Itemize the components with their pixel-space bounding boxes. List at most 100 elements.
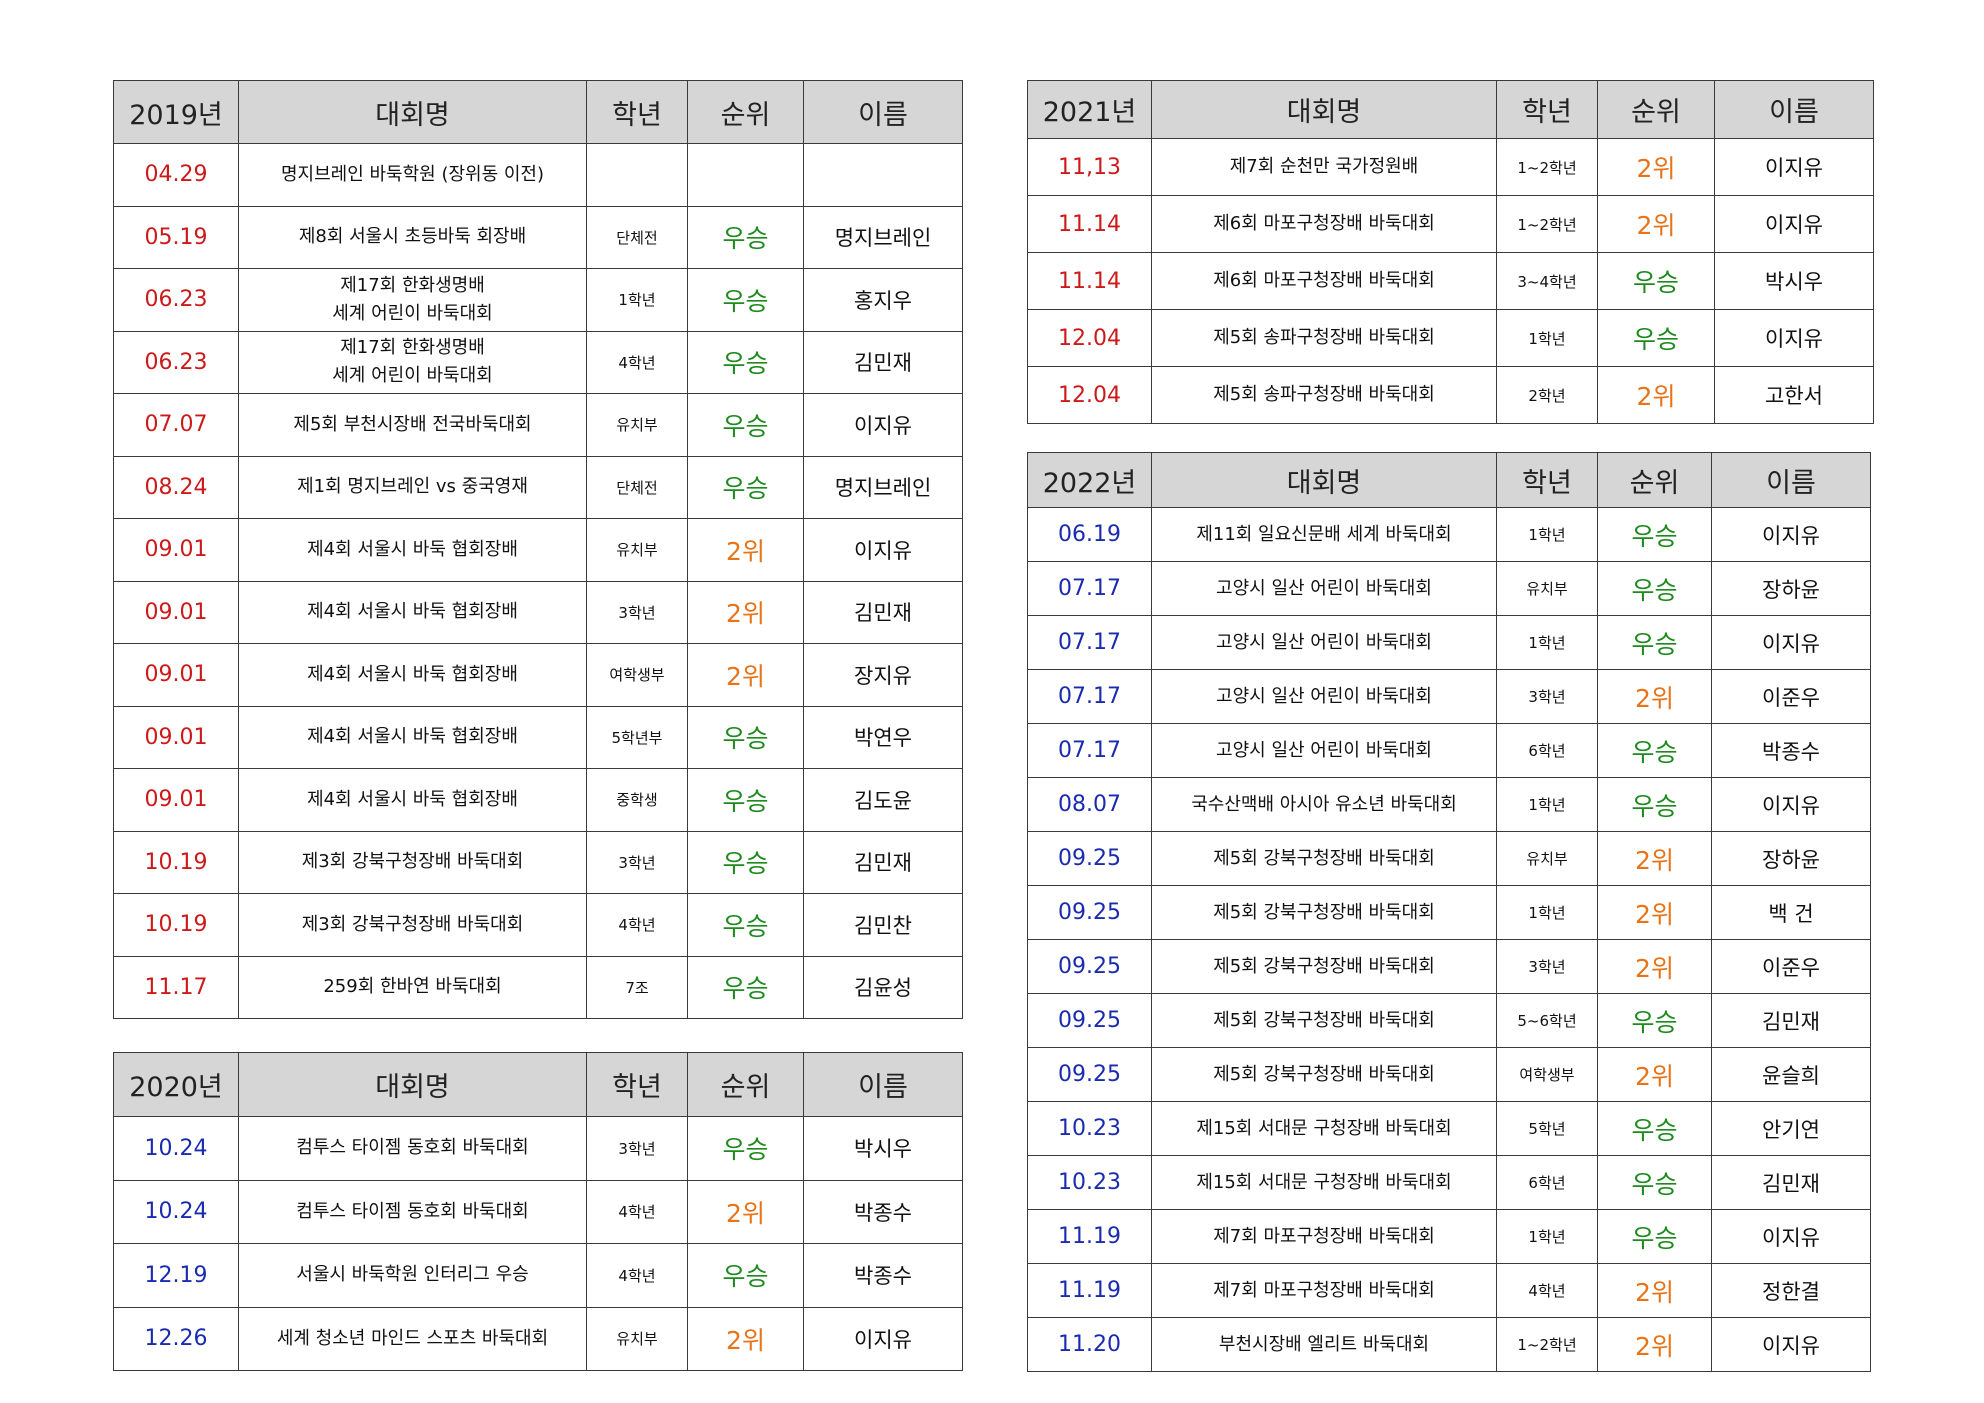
date-cell: 10.19	[113, 830, 239, 894]
name-cell: 이준우	[1711, 669, 1871, 724]
awards-table-2022: 2022년 대회명 학년 순위 이름 06.19 제11회 일요신문배 세계 바둑…	[1027, 452, 1871, 1372]
date-cell: 12.04	[1027, 309, 1152, 367]
name-cell: 이지유	[1714, 309, 1874, 367]
competition-cell: 제15회 서대문 구청장배 바둑대회	[1151, 1101, 1497, 1156]
table-row: 09.01 제4회 서울시 바둑 협회장배 3학년 2위 김민재	[113, 580, 963, 644]
grade-cell: 3~4학년	[1496, 252, 1598, 310]
name-cell: 김민재	[1711, 993, 1871, 1048]
rank-cell: 2위	[1597, 138, 1715, 196]
competition-cell: 제1회 명지브레인 vs 중국영재	[238, 455, 587, 519]
date-cell: 09.01	[113, 643, 239, 707]
table-row: 07.07 제5회 부천시장배 전국바둑대회 유치부 우승 이지유	[113, 393, 963, 457]
name-cell: 김민재	[803, 330, 963, 394]
date-cell: 10.19	[113, 893, 239, 957]
name-cell: 이지유	[803, 393, 963, 457]
table-row: 04.29 명지브레인 바둑학원 (장위동 이전)	[113, 143, 963, 207]
rank-cell: 2위	[687, 580, 804, 644]
date-cell: 09.25	[1027, 993, 1152, 1048]
date-cell: 07.17	[1027, 615, 1152, 670]
date-cell: 07.07	[113, 393, 239, 457]
year-header: 2020년	[113, 1052, 239, 1117]
table-row: 11.14 제6회 마포구청장배 바둑대회 3~4학년 우승 박시우	[1027, 252, 1874, 310]
table-row: 11,13 제7회 순천만 국가정원배 1~2학년 2위 이지유	[1027, 138, 1874, 196]
date-cell: 10.24	[113, 1116, 239, 1181]
date-cell: 11.20	[1027, 1317, 1152, 1372]
rank-cell: 우승	[1597, 1101, 1712, 1156]
grade-cell: 여학생부	[586, 643, 688, 707]
grade-cell: 4학년	[586, 1243, 688, 1308]
rank-cell: 우승	[687, 893, 804, 957]
grade-header: 학년	[586, 80, 688, 144]
rank-cell: 우승	[1597, 309, 1715, 367]
grade-cell: 1학년	[1496, 507, 1598, 562]
grade-cell: 5학년	[1496, 1101, 1598, 1156]
grade-cell: 1학년	[1496, 777, 1598, 832]
name-cell: 백 건	[1711, 885, 1871, 940]
rank-cell: 우승	[687, 705, 804, 769]
name-cell: 장하윤	[1711, 831, 1871, 886]
grade-header: 학년	[1496, 452, 1598, 508]
name-cell: 김민찬	[803, 893, 963, 957]
date-cell: 06.19	[1027, 507, 1152, 562]
date-cell: 11.14	[1027, 252, 1152, 310]
competition-cell: 제4회 서울시 바둑 협회장배	[238, 580, 587, 644]
rank-cell: 우승	[687, 768, 804, 832]
table-row: 06.19 제11회 일요신문배 세계 바둑대회 1학년 우승 이지유	[1027, 507, 1871, 562]
grade-cell: 단체전	[586, 455, 688, 519]
name-cell: 김민재	[803, 830, 963, 894]
date-cell: 11.19	[1027, 1209, 1152, 1264]
date-cell: 05.19	[113, 205, 239, 269]
rank-cell: 우승	[687, 1116, 804, 1181]
competition-cell: 제4회 서울시 바둑 협회장배	[238, 643, 587, 707]
name-cell: 안기연	[1711, 1101, 1871, 1156]
competition-cell: 컴투스 타이젬 동호회 바둑대회	[238, 1179, 587, 1244]
table-row: 07.17 고양시 일산 어린이 바둑대회 3학년 2위 이준우	[1027, 669, 1871, 724]
rank-cell: 우승	[687, 330, 804, 394]
competition-header: 대회명	[238, 80, 587, 144]
competition-cell: 제8회 서울시 초등바둑 회장배	[238, 205, 587, 269]
table-row: 10.19 제3회 강북구청장배 바둑대회 4학년 우승 김민찬	[113, 893, 963, 957]
name-cell: 이지유	[803, 1306, 963, 1371]
rank-cell: 2위	[1597, 195, 1715, 253]
date-cell: 08.07	[1027, 777, 1152, 832]
name-header: 이름	[1711, 452, 1871, 508]
competition-cell: 고양시 일산 어린이 바둑대회	[1151, 615, 1497, 670]
rank-cell: 2위	[1597, 1263, 1712, 1318]
grade-cell: 1학년	[1496, 1209, 1598, 1264]
table-row: 07.17 고양시 일산 어린이 바둑대회 6학년 우승 박종수	[1027, 723, 1871, 778]
name-cell: 김윤성	[803, 955, 963, 1019]
year-header: 2019년	[113, 80, 239, 144]
name-cell: 박종수	[803, 1179, 963, 1244]
grade-cell: 단체전	[586, 205, 688, 269]
competition-cell: 259회 한바연 바둑대회	[238, 955, 587, 1019]
competition-cell: 고양시 일산 어린이 바둑대회	[1151, 669, 1497, 724]
competition-cell: 국수산맥배 아시아 유소년 바둑대회	[1151, 777, 1497, 832]
table-row: 12.04 제5회 송파구청장배 바둑대회 2학년 2위 고한서	[1027, 366, 1874, 424]
date-cell: 09.01	[113, 518, 239, 582]
table-row: 09.01 제4회 서울시 바둑 협회장배 유치부 2위 이지유	[113, 518, 963, 582]
year-header: 2021년	[1027, 80, 1152, 139]
name-cell: 이지유	[1714, 138, 1874, 196]
year-header: 2022년	[1027, 452, 1152, 508]
grade-header: 학년	[586, 1052, 688, 1117]
competition-cell: 제6회 마포구청장배 바둑대회	[1151, 252, 1497, 310]
competition-cell: 제5회 강북구청장배 바둑대회	[1151, 939, 1497, 994]
date-cell: 09.01	[113, 768, 239, 832]
date-cell: 10.23	[1027, 1155, 1152, 1210]
competition-cell: 제3회 강북구청장배 바둑대회	[238, 830, 587, 894]
name-cell: 박시우	[1714, 252, 1874, 310]
rank-cell: 2위	[1597, 831, 1712, 886]
grade-cell: 중학생	[586, 768, 688, 832]
rank-cell: 2위	[687, 643, 804, 707]
awards-table-2019: 2019년 대회명 학년 순위 이름 04.29 명지브레인 바둑학원 (장위동 …	[113, 80, 963, 1019]
rank-cell: 우승	[1597, 1209, 1712, 1264]
name-cell: 이지유	[1711, 615, 1871, 670]
date-cell: 09.25	[1027, 885, 1152, 940]
rank-cell	[687, 143, 804, 207]
grade-cell: 3학년	[1496, 669, 1598, 724]
grade-header: 학년	[1496, 80, 1598, 139]
grade-cell: 유치부	[586, 518, 688, 582]
table-row: 11.20 부천시장배 엘리트 바둑대회 1~2학년 2위 이지유	[1027, 1317, 1871, 1372]
competition-cell: 제6회 마포구청장배 바둑대회	[1151, 195, 1497, 253]
competition-cell: 제7회 순천만 국가정원배	[1151, 138, 1497, 196]
